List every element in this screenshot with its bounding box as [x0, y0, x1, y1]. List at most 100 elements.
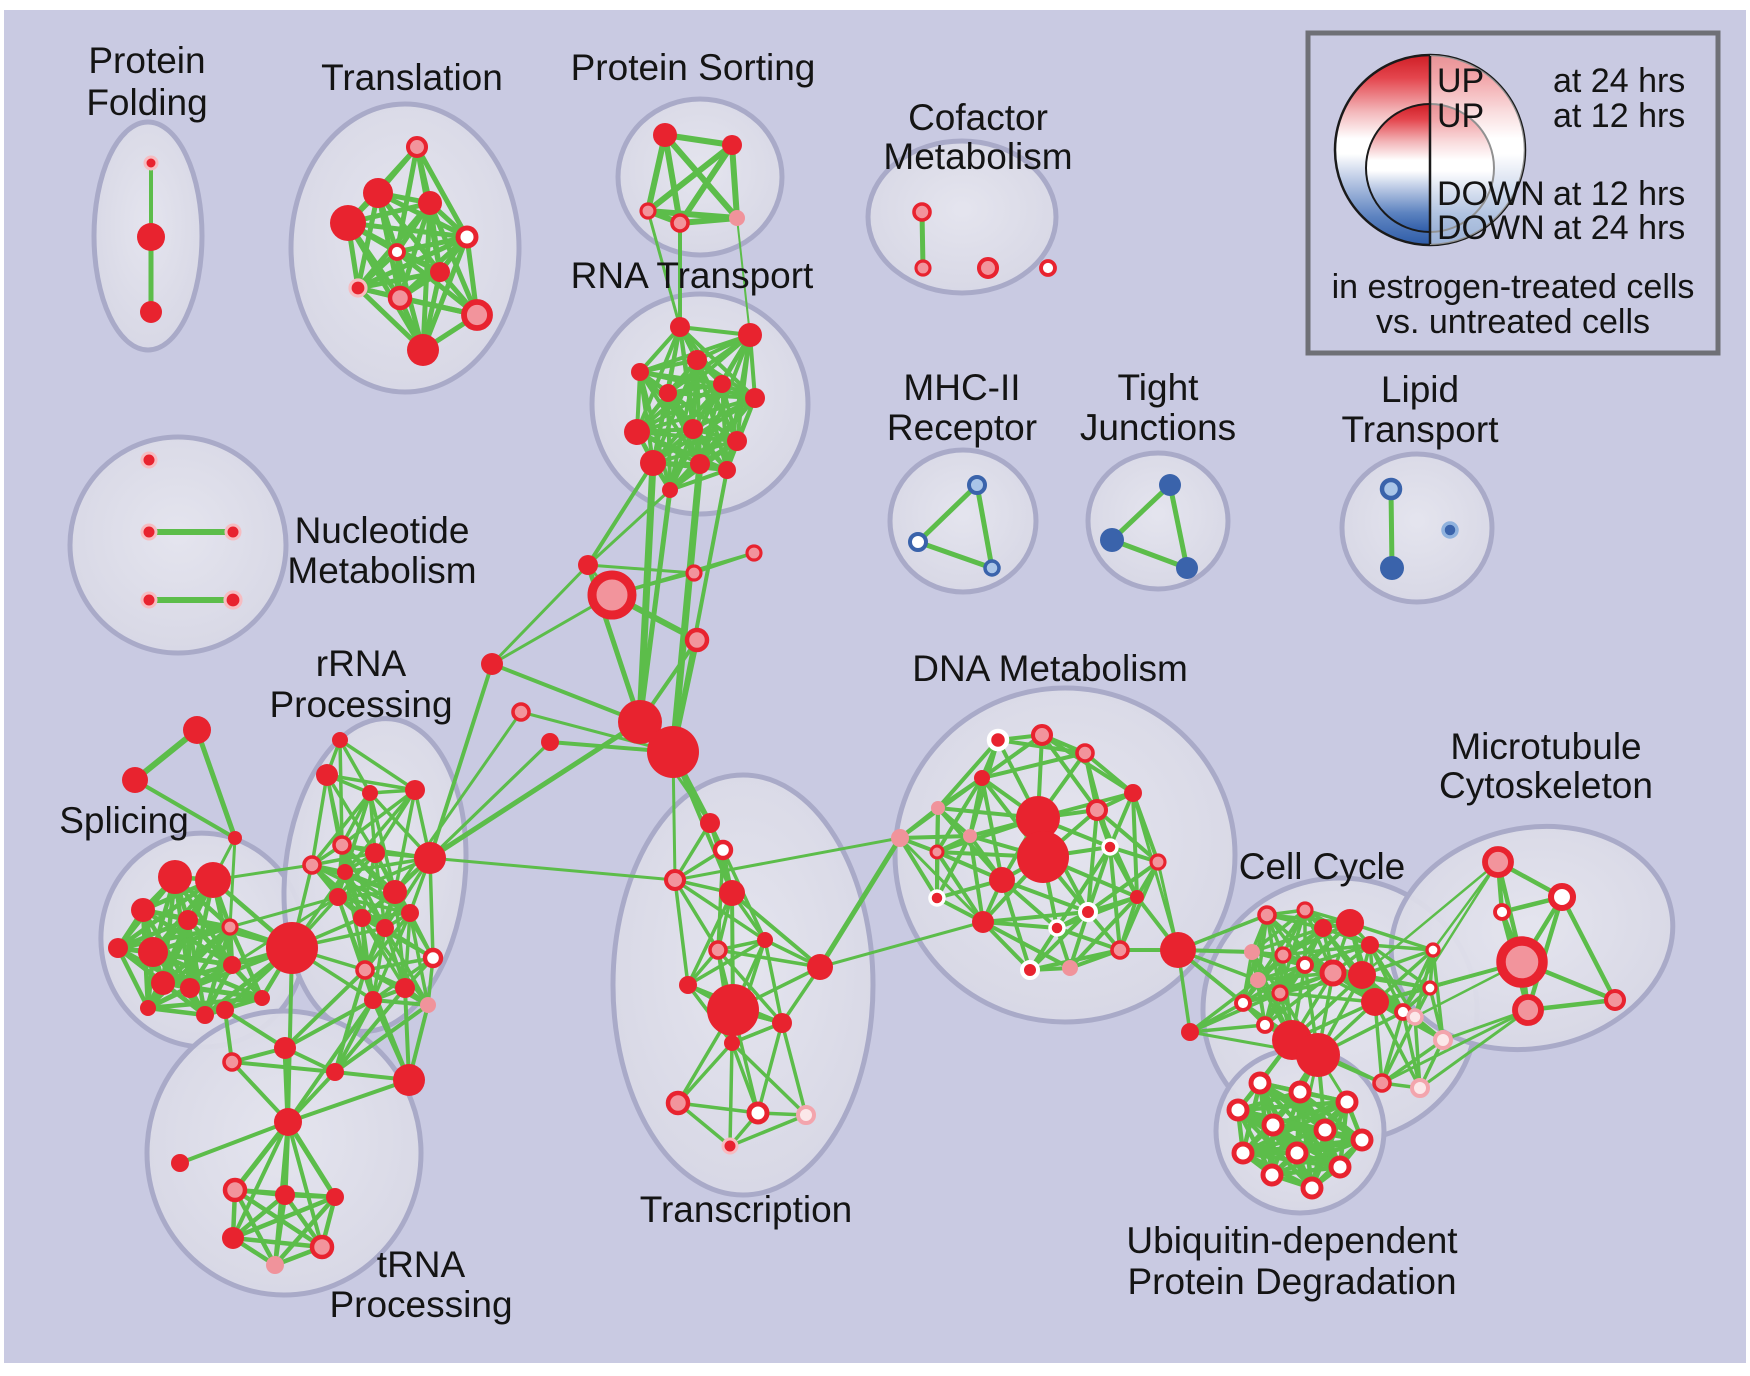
- node: [353, 909, 371, 927]
- node: [1288, 1080, 1312, 1104]
- edge: [756, 1021, 784, 1115]
- node: [1603, 988, 1627, 1012]
- edge: [586, 563, 696, 575]
- node: [348, 278, 368, 298]
- edge: [638, 325, 682, 374]
- node: [772, 1013, 792, 1033]
- node: [963, 829, 977, 843]
- edge: [728, 1113, 808, 1148]
- edge: [668, 468, 729, 492]
- node: [687, 350, 707, 370]
- cluster-label-rrna-processing: Processing: [269, 684, 452, 725]
- edge: [1235, 1099, 1350, 1113]
- cluster-label-rna-transport: RNA Transport: [571, 255, 814, 296]
- node: [171, 1154, 189, 1172]
- node: [727, 431, 747, 451]
- node: [989, 867, 1015, 893]
- node: [757, 932, 773, 948]
- node: [1250, 972, 1266, 988]
- node: [662, 482, 678, 498]
- edge: [1380, 1038, 1445, 1085]
- edge: [1240, 1127, 1328, 1156]
- node: [1493, 903, 1511, 921]
- node: [1296, 901, 1314, 919]
- edge: [194, 727, 238, 841]
- node: [1244, 944, 1260, 960]
- cluster-label-translation: Translation: [321, 57, 503, 98]
- edge: [420, 234, 470, 353]
- edge: [223, 1008, 287, 1050]
- cluster-label-dna-metabolism: DNA Metabolism: [912, 648, 1188, 689]
- edge: [980, 733, 1044, 780]
- edge: [730, 1041, 808, 1117]
- legend-footer-text: in estrogen-treated cells: [1332, 268, 1695, 306]
- node: [376, 919, 394, 937]
- node: [1256, 1016, 1274, 1034]
- edge: [115, 945, 235, 968]
- node: [1336, 909, 1364, 937]
- legend-time-label: at 12 hrs: [1553, 175, 1685, 213]
- cluster-label-microtubule-cytoskeleton: Cytoskeleton: [1439, 765, 1653, 806]
- cluster-label-protein-sorting: Protein Sorting: [571, 47, 816, 88]
- edge: [1028, 948, 1122, 972]
- node: [1149, 853, 1167, 871]
- node: [122, 767, 148, 793]
- edge: [286, 1120, 324, 1249]
- edge: [981, 920, 1072, 970]
- edge: [898, 836, 985, 924]
- node: [1110, 940, 1130, 960]
- edge: [231, 1120, 290, 1240]
- edge: [981, 920, 1059, 930]
- node: [1226, 1098, 1250, 1122]
- node: [929, 844, 945, 860]
- node: [721, 1137, 739, 1155]
- edge: [645, 132, 668, 214]
- node: [690, 454, 710, 474]
- edge: [340, 788, 417, 847]
- node: [1248, 1071, 1272, 1095]
- node: [131, 898, 155, 922]
- cluster-label-trna-processing: tRNA: [377, 1244, 466, 1285]
- edge: [935, 850, 985, 924]
- edge: [115, 945, 151, 1011]
- node: [158, 860, 192, 894]
- node: [1130, 890, 1144, 904]
- node: [405, 135, 429, 159]
- edge: [187, 924, 233, 991]
- edge: [817, 835, 903, 970]
- node: [393, 1064, 425, 1096]
- legend-direction-label: DOWN: [1437, 209, 1545, 247]
- edge: [1256, 908, 1307, 982]
- cluster-label-tight-junctions: Tight: [1118, 367, 1200, 408]
- edge: [345, 220, 426, 353]
- edge: [178, 1120, 290, 1165]
- node: [355, 960, 375, 980]
- node: [1274, 946, 1292, 964]
- node: [365, 843, 385, 863]
- node: [724, 1035, 740, 1051]
- cluster-label-protein-folding: Protein: [88, 40, 205, 81]
- node: [302, 855, 322, 875]
- node: [685, 564, 703, 582]
- edge: [980, 751, 1087, 780]
- edge: [686, 891, 734, 987]
- node: [624, 419, 650, 445]
- cluster-label-cofactor-metabolism: Cofactor: [908, 97, 1048, 138]
- edge: [333, 998, 375, 1074]
- node: [332, 835, 352, 855]
- node: [316, 764, 338, 786]
- node: [183, 716, 211, 744]
- node: [1085, 798, 1109, 822]
- node: [364, 991, 382, 1009]
- node: [1039, 259, 1057, 277]
- node: [719, 880, 745, 906]
- edge: [1188, 978, 1260, 1034]
- edge: [1373, 1000, 1422, 1090]
- node: [972, 911, 994, 933]
- edge: [1241, 963, 1307, 1005]
- node: [228, 831, 242, 845]
- node: [151, 971, 175, 995]
- node: [387, 285, 413, 311]
